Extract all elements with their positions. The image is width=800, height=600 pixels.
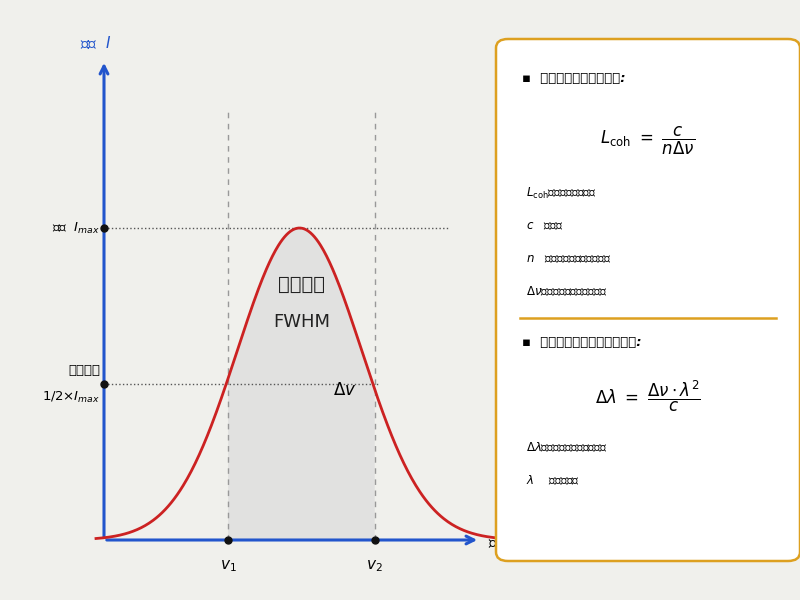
Text: $L_{\mathrm{coh}}$：激光的相干长度: $L_{\mathrm{coh}}$：激光的相干长度 (526, 186, 598, 201)
Text: 峰值一半: 峰值一半 (68, 364, 100, 377)
Text: $v_2$: $v_2$ (366, 558, 383, 574)
Text: $1/2{\times}I_{max}$: $1/2{\times}I_{max}$ (42, 389, 100, 405)
Text: 光强  $I$: 光强 $I$ (80, 34, 112, 51)
Text: $L_{\mathrm{coh}}\ =\ \dfrac{c}{n\Delta\nu}$: $L_{\mathrm{coh}}\ =\ \dfrac{c}{n\Delta\… (601, 125, 695, 157)
Text: $v_1$: $v_1$ (220, 558, 237, 574)
Text: $\Delta\lambda$：激光线宽（波长表达）: $\Delta\lambda$：激光线宽（波长表达） (526, 441, 608, 454)
Polygon shape (228, 228, 374, 540)
Text: 峰值  $I_{max}$: 峰值 $I_{max}$ (52, 220, 100, 236)
Text: 半峰全宽: 半峰全宽 (278, 275, 325, 293)
Text: FWHM: FWHM (273, 313, 330, 331)
Text: $\Delta\lambda\ =\ \dfrac{\Delta\nu \cdot \lambda^2}{c}$: $\Delta\lambda\ =\ \dfrac{\Delta\nu \cdo… (595, 379, 701, 413)
Text: ▪  线宽的波长和频率表达关系:: ▪ 线宽的波长和频率表达关系: (522, 336, 642, 349)
Text: $\Delta v$: $\Delta v$ (334, 381, 357, 399)
Text: 频率 $v$: 频率 $v$ (488, 535, 520, 551)
Text: $n$   ：对应传输介质的折射率: $n$ ：对应传输介质的折射率 (526, 252, 612, 265)
Text: $\lambda$    ：工作波长: $\lambda$ ：工作波长 (526, 474, 580, 487)
FancyBboxPatch shape (496, 39, 800, 561)
Text: $c$   ：光速: $c$ ：光速 (526, 219, 564, 232)
Text: $\Delta\nu$：激光线宽（频率表达）: $\Delta\nu$：激光线宽（频率表达） (526, 285, 608, 298)
Text: ▪  激光的相干长度与线宽:: ▪ 激光的相干长度与线宽: (522, 72, 626, 85)
